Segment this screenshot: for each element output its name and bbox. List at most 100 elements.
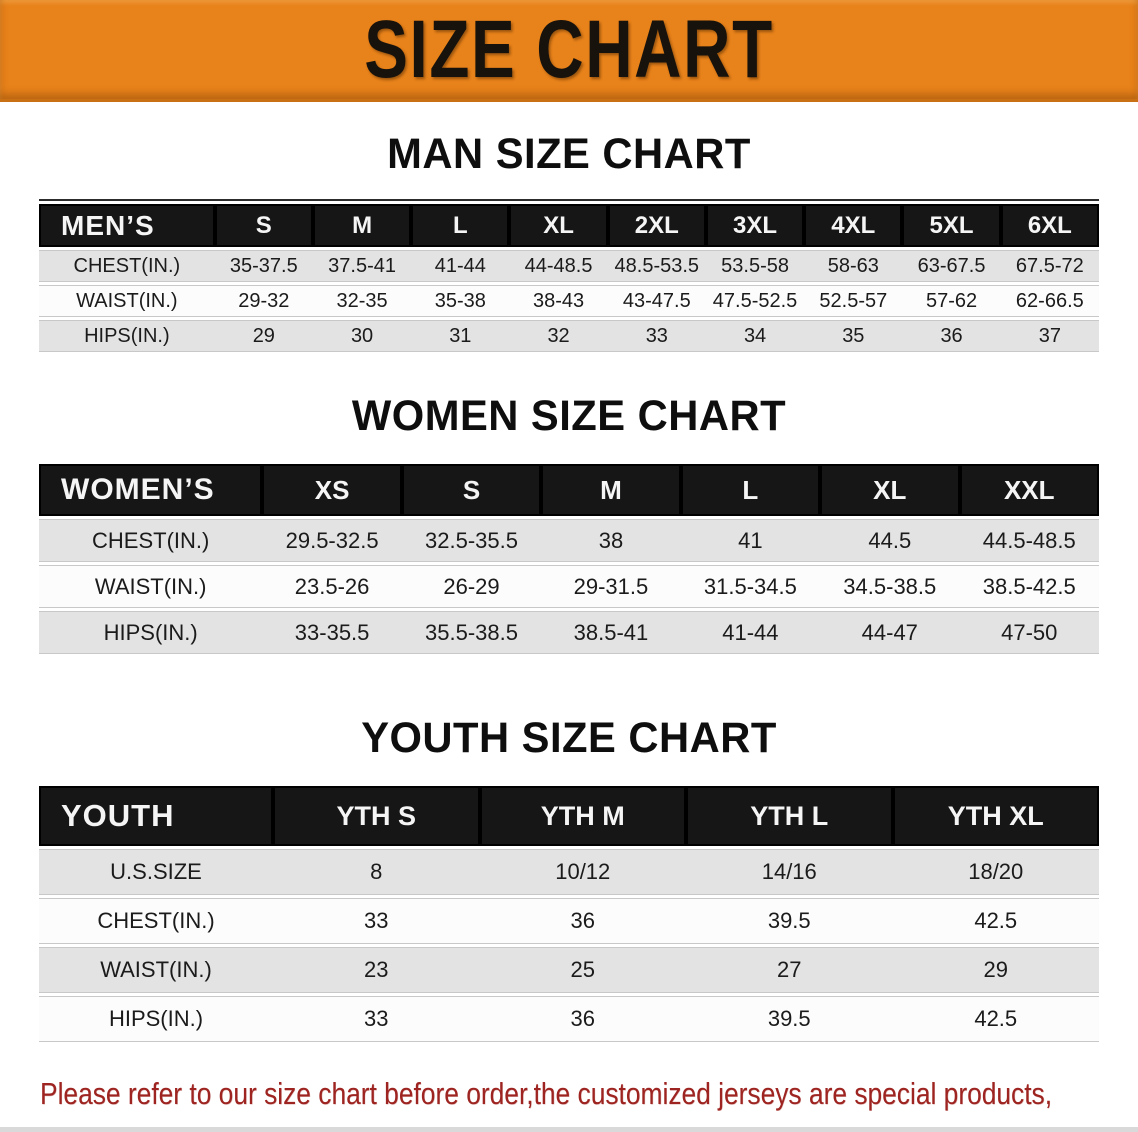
size-column-header: XS	[262, 464, 402, 516]
disclaimer-line-2: we don't accept cancel, change, teturn o…	[40, 1116, 973, 1132]
size-column-header: S	[401, 464, 542, 516]
table-row: HIPS(IN.) 33 36 39.5 42.5	[39, 996, 1099, 1042]
size-value-cell: 47-50	[959, 611, 1099, 654]
table-header-row: YOUTH YTH S YTH M YTH L YTH XL	[39, 786, 1099, 846]
size-value-cell: 41	[680, 519, 821, 562]
size-column-header: 4XL	[804, 204, 903, 247]
size-value-cell: 35	[804, 320, 903, 352]
size-value-cell: 63-67.5	[902, 250, 1001, 282]
banner-title: SIZE CHART	[364, 3, 774, 95]
size-value-cell: 52.5-57	[804, 285, 903, 317]
size-value-cell: 41-44	[680, 611, 821, 654]
size-column-header: L	[411, 204, 510, 247]
men-size-table: MEN’S S M L XL 2XL 3XL 4XL 5XL 6XL CHEST(IN.) 35-37…	[39, 199, 1099, 355]
size-value-cell: 53.5-58	[705, 250, 805, 282]
table-row: U.S.SIZE 8 10/12 14/16 18/20	[39, 849, 1099, 895]
size-column-header: YTH M	[479, 786, 686, 846]
size-value-cell: 35.5-38.5	[401, 611, 542, 654]
table-header-row: MEN’S S M L XL 2XL 3XL 4XL 5XL 6XL	[39, 204, 1099, 247]
row-label: CHEST(IN.)	[39, 250, 215, 282]
table-row: WAIST(IN.) 23 25 27 29	[39, 947, 1099, 993]
table-corner-label: WOMEN’S	[39, 464, 263, 516]
size-value-cell: 42.5	[892, 898, 1099, 944]
size-value-cell: 27	[686, 947, 893, 993]
size-column-header: M	[312, 204, 412, 247]
size-value-cell: 44.5	[820, 519, 960, 562]
men-section-heading: MAN SIZE CHART	[387, 130, 751, 178]
order-disclaimer-note: Please refer to our size chart before or…	[40, 1071, 1138, 1132]
size-column-header: 3XL	[705, 204, 805, 247]
size-value-cell: 32-35	[312, 285, 412, 317]
table-row: HIPS(IN.) 29 30 31 32 33 34 35 36 37	[39, 320, 1099, 352]
size-value-cell: 39.5	[686, 898, 893, 944]
size-value-cell: 39.5	[686, 996, 893, 1042]
table-corner-label: MEN’S	[39, 204, 215, 247]
size-value-cell: 38.5-42.5	[959, 565, 1099, 608]
row-label: WAIST(IN.)	[39, 565, 263, 608]
size-value-cell: 32	[509, 320, 608, 352]
size-value-cell: 36	[902, 320, 1001, 352]
row-label: U.S.SIZE	[39, 849, 273, 895]
row-label: HIPS(IN.)	[39, 996, 273, 1042]
size-value-cell: 29-31.5	[541, 565, 681, 608]
size-value-cell: 37	[1000, 320, 1099, 352]
table-corner-label: YOUTH	[39, 786, 273, 846]
size-column-header: XL	[509, 204, 608, 247]
size-value-cell: 44-47	[820, 611, 960, 654]
size-value-cell: 67.5-72	[1000, 250, 1099, 282]
size-column-header: M	[541, 464, 681, 516]
size-value-cell: 23.5-26	[262, 565, 402, 608]
youth-size-table: YOUTH YTH S YTH M YTH L YTH XL U.S.SIZE 8 10/12…	[39, 783, 1099, 1045]
disclaimer-line-1: Please refer to our size chart before or…	[40, 1076, 1053, 1111]
size-value-cell: 43-47.5	[607, 285, 706, 317]
table-row: WAIST(IN.) 29-32 32-35 35-38 38-43 43-47.5 47.…	[39, 285, 1099, 317]
size-value-cell: 33	[607, 320, 706, 352]
size-column-header: YTH S	[273, 786, 480, 846]
size-value-cell: 34	[705, 320, 805, 352]
size-column-header: 5XL	[902, 204, 1001, 247]
table-header-row: WOMEN’S XS S M L XL XXL	[39, 464, 1099, 516]
size-value-cell: 33-35.5	[262, 611, 402, 654]
size-value-cell: 62-66.5	[1000, 285, 1099, 317]
section-women: WOMEN SIZE CHART WOMEN’S XS S M L XL XXL CHEST(…	[0, 391, 1138, 657]
section-youth: YOUTH SIZE CHART YOUTH YTH S YTH M YTH L YTH…	[0, 713, 1138, 1045]
size-value-cell: 14/16	[686, 849, 893, 895]
size-column-header: XL	[820, 464, 960, 516]
size-value-cell: 58-63	[804, 250, 903, 282]
size-column-header: S	[214, 204, 313, 247]
table-row: HIPS(IN.) 33-35.5 35.5-38.5 38.5-41 41-44 44-…	[39, 611, 1099, 654]
size-value-cell: 38	[541, 519, 681, 562]
size-value-cell: 10/12	[479, 849, 686, 895]
table-row: CHEST(IN.) 35-37.5 37.5-41 41-44 44-48.5 48.5…	[39, 250, 1099, 282]
size-value-cell: 26-29	[401, 565, 542, 608]
size-value-cell: 31.5-34.5	[680, 565, 821, 608]
size-value-cell: 23	[273, 947, 480, 993]
size-value-cell: 38.5-41	[541, 611, 681, 654]
size-value-cell: 18/20	[892, 849, 1099, 895]
size-value-cell: 30	[312, 320, 412, 352]
table-row: CHEST(IN.) 33 36 39.5 42.5	[39, 898, 1099, 944]
women-size-table: WOMEN’S XS S M L XL XXL CHEST(IN.) 29.5-32.5 32.5…	[39, 461, 1099, 657]
size-chart-banner: SIZE CHART	[0, 0, 1138, 102]
size-value-cell: 34.5-38.5	[820, 565, 960, 608]
size-value-cell: 33	[273, 898, 480, 944]
size-value-cell: 29	[214, 320, 313, 352]
row-label: WAIST(IN.)	[39, 947, 273, 993]
size-value-cell: 25	[479, 947, 686, 993]
size-value-cell: 37.5-41	[312, 250, 412, 282]
size-value-cell: 42.5	[892, 996, 1099, 1042]
size-column-header: YTH XL	[892, 786, 1099, 846]
size-column-header: XXL	[959, 464, 1099, 516]
size-column-header: 2XL	[607, 204, 706, 247]
table-row: CHEST(IN.) 29.5-32.5 32.5-35.5 38 41 44.5 44.5…	[39, 519, 1099, 562]
section-men: MAN SIZE CHART MEN’S S M L XL 2XL 3XL 4XL 5XL 6XL…	[0, 129, 1138, 355]
size-value-cell: 32.5-35.5	[401, 519, 542, 562]
size-value-cell: 35-37.5	[214, 250, 313, 282]
row-label: CHEST(IN.)	[39, 519, 263, 562]
table-row: WAIST(IN.) 23.5-26 26-29 29-31.5 31.5-34.5 34…	[39, 565, 1099, 608]
youth-section-heading: YOUTH SIZE CHART	[361, 714, 777, 762]
size-column-header: L	[680, 464, 821, 516]
bottom-edge-strip	[0, 1127, 1138, 1132]
size-value-cell: 35-38	[411, 285, 510, 317]
